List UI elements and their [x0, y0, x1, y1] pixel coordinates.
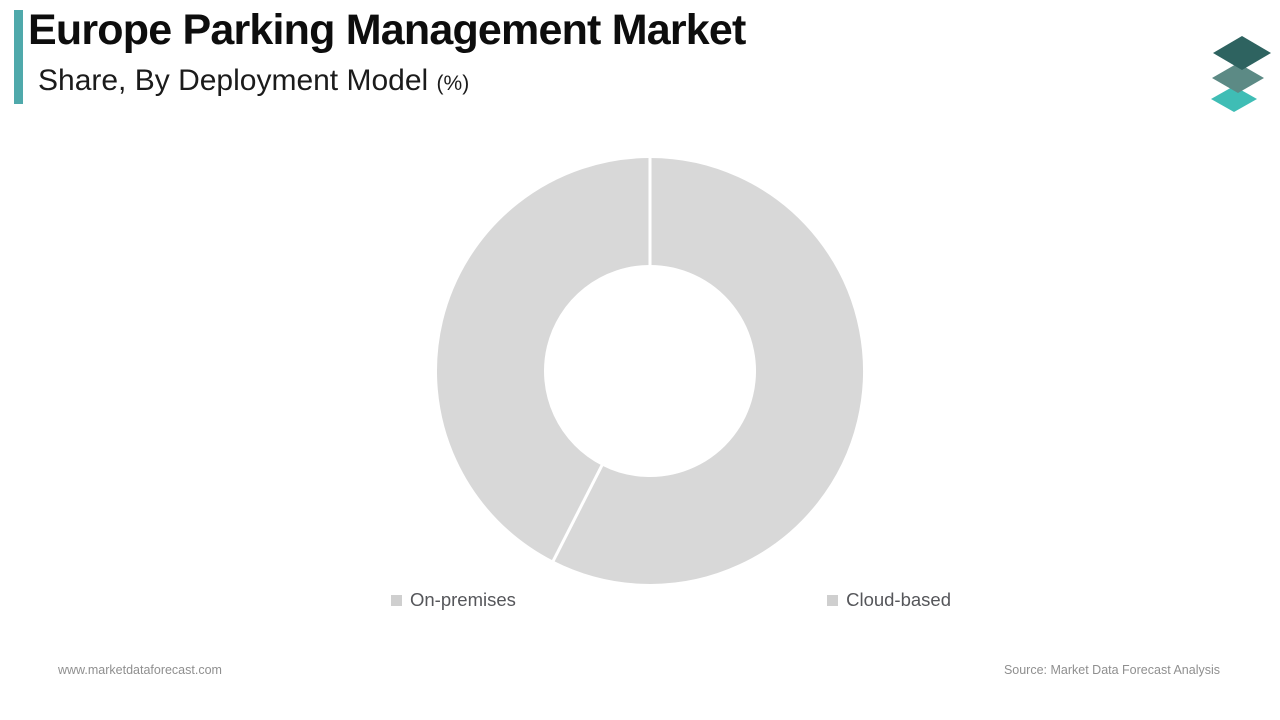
logo-layer-middle: [1212, 63, 1264, 93]
subtitle-text: Share, By Deployment Model: [38, 64, 429, 97]
logo-layer-bottom: [1211, 86, 1257, 112]
legend-item-cloud-based: Cloud-based: [827, 589, 951, 611]
legend-item-on-premises: On-premises: [391, 589, 516, 611]
source-credit: Source: Market Data Forecast Analysis: [1003, 663, 1220, 677]
legend-marker-square: [827, 594, 839, 606]
slice-divider: [551, 462, 605, 564]
legend-label: Cloud-based: [846, 589, 951, 610]
subtitle-unit: (%): [436, 72, 470, 95]
website-url: www.marketdataforecast.com: [58, 663, 222, 677]
page-subtitle: Share, By Deployment Model (%): [38, 64, 469, 98]
logo-layer-top: [1213, 36, 1271, 70]
donut-slice-On-premises: [553, 158, 863, 584]
page-title: Europe Parking Management Market: [28, 6, 746, 54]
legend-marker-square: [391, 594, 402, 606]
title-accent-bar: [14, 10, 23, 104]
donut-slice-Cloud-based: [437, 158, 652, 561]
market-data-forecast-logo: [1211, 36, 1271, 112]
chart-legend: On-premises Cloud-based: [391, 589, 951, 611]
donut-chart: [437, 156, 863, 584]
legend-label: On-premises: [410, 589, 516, 610]
